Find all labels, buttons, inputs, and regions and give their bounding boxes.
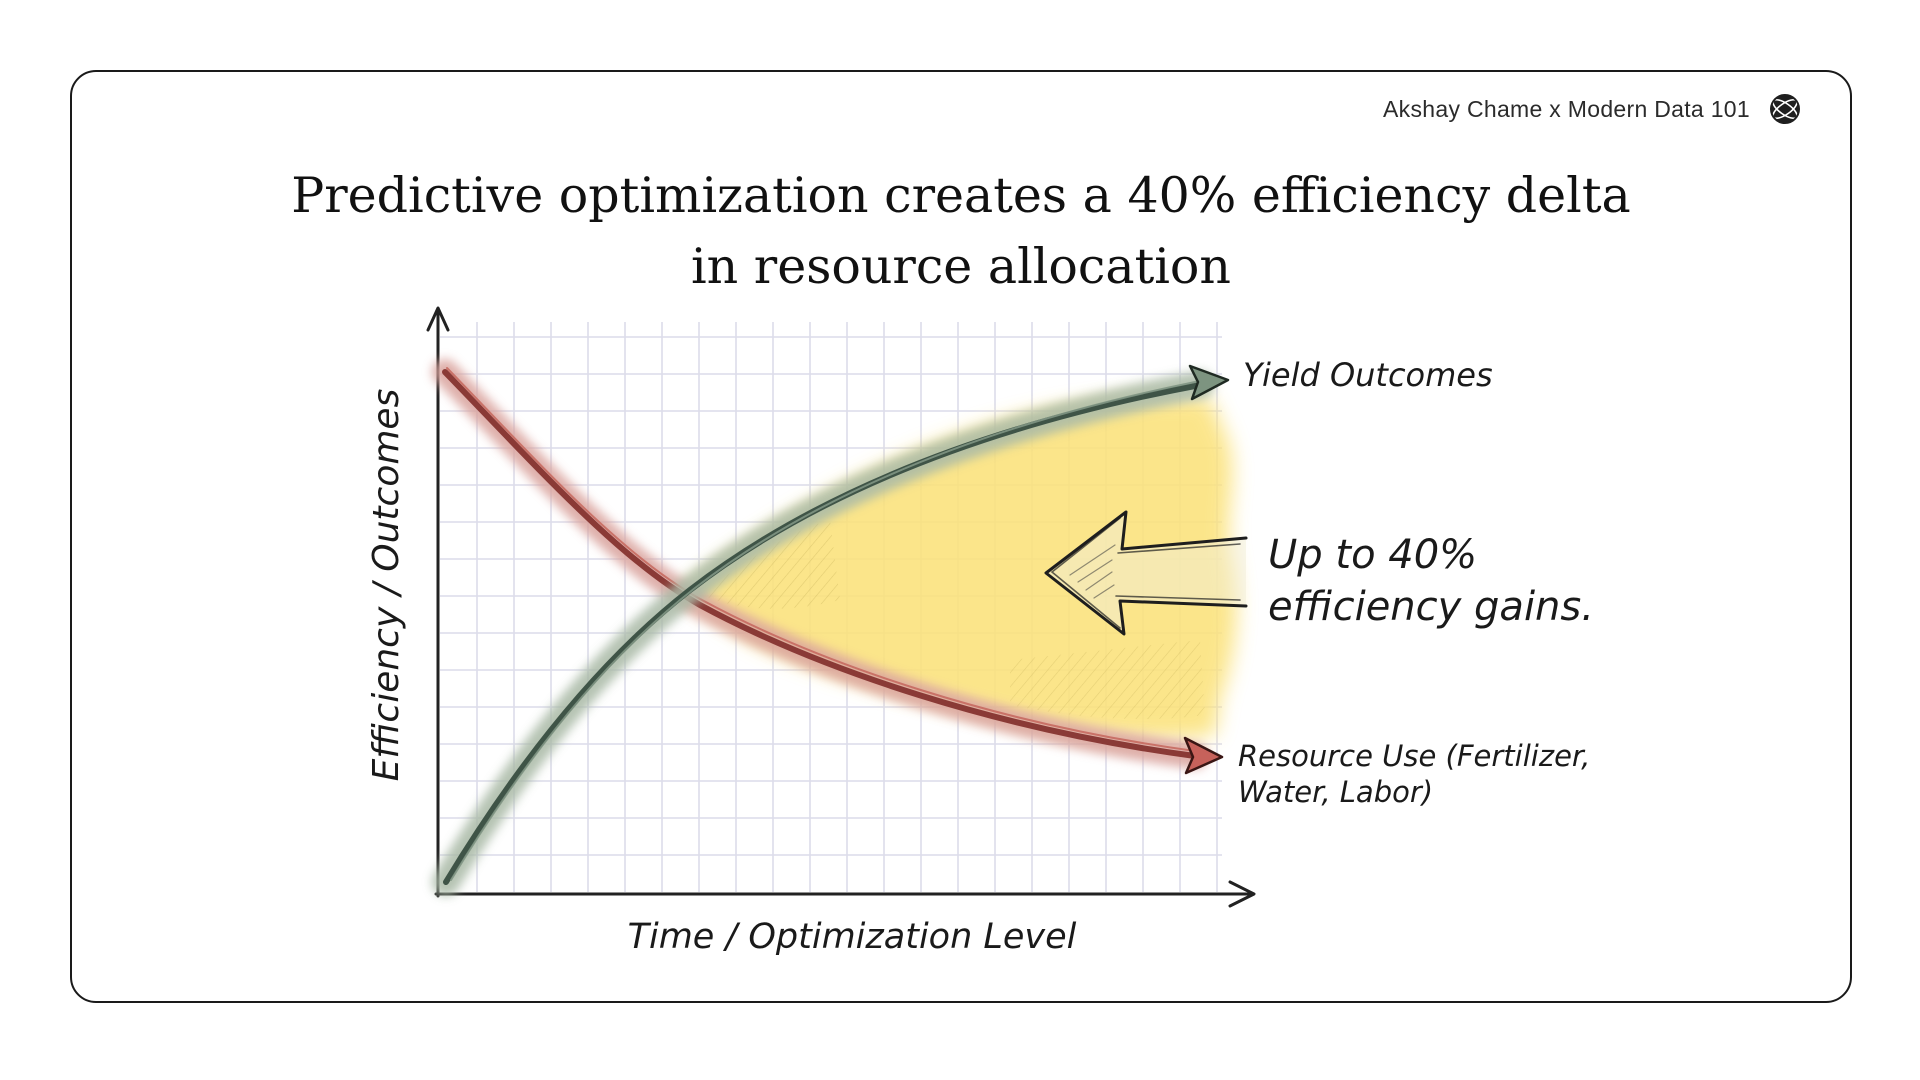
title-line-1: Predictive optimization creates a 40% ef… [291, 167, 1631, 224]
efficiency-gain-label-line-1: Up to 40% [1268, 532, 1477, 578]
gain-arrow [1044, 510, 1248, 636]
resource-arrowhead [1183, 736, 1224, 775]
y-axis-label: Efficiency / Outcomes [366, 389, 407, 782]
title-line-2: in resource allocation [690, 238, 1231, 295]
resource-use-label-line-1: Resource Use (Fertilizer, [1238, 739, 1590, 773]
x-axis-label: Time / Optimization Level [628, 917, 1077, 957]
gain-hatching-right [1010, 640, 1205, 720]
brand-header: Akshay Chame x Modern Data 101 [1383, 92, 1802, 126]
yield-outcomes-curve [432, 364, 1230, 896]
yield-arrowhead [1188, 364, 1230, 401]
resource-use-curve [432, 359, 1224, 775]
slide-frame: Akshay Chame x Modern Data 101 Predictiv… [70, 70, 1852, 1003]
x-axis [434, 880, 1256, 908]
brand-text: Akshay Chame x Modern Data 101 [1383, 95, 1750, 122]
yield-outcomes-label: Yield Outcomes [1243, 356, 1493, 394]
page-title: Predictive optimization creates a 40% ef… [72, 160, 1850, 302]
gain-hatching-left [700, 520, 840, 609]
globe-logo-icon [1770, 94, 1800, 124]
y-axis [426, 306, 450, 898]
efficiency-gain-label-line-2: efficiency gains. [1268, 584, 1594, 630]
resource-use-label-line-2: Water, Labor) [1238, 775, 1433, 809]
